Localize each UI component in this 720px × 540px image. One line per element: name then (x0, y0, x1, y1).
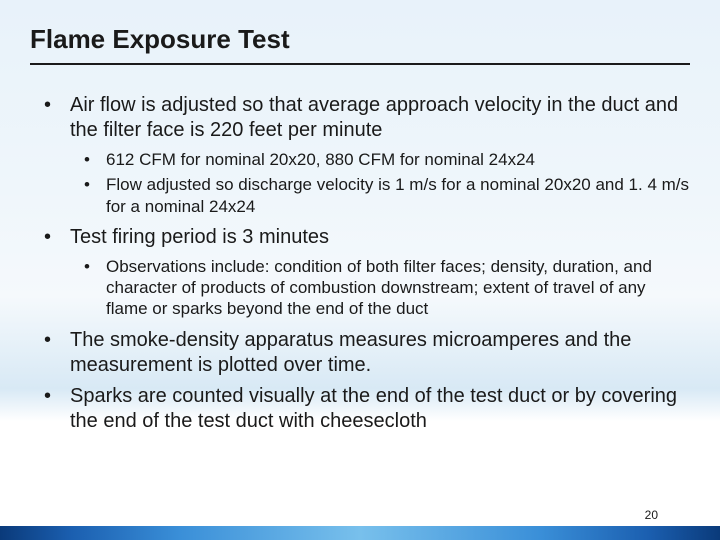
bullet-list-level2: 612 CFM for nominal 20x20, 880 CFM for n… (70, 149, 690, 217)
bullet-text: Air flow is adjusted so that average app… (70, 94, 678, 141)
footer-decoration-bar (0, 526, 720, 540)
bullet-item: The smoke-density apparatus measures mic… (30, 328, 690, 378)
title-underline (30, 63, 690, 65)
slide-title: Flame Exposure Test (30, 24, 690, 63)
bullet-item: Sparks are counted visually at the end o… (30, 384, 690, 434)
sub-bullet-item: Flow adjusted so discharge velocity is 1… (70, 174, 690, 217)
sub-bullet-item: 612 CFM for nominal 20x20, 880 CFM for n… (70, 149, 690, 170)
bullet-text: Sparks are counted visually at the end o… (70, 385, 677, 432)
sub-bullet-text: Observations include: condition of both … (106, 257, 652, 319)
bullet-list-level2: Observations include: condition of both … (70, 256, 690, 320)
page-number: 20 (645, 508, 658, 522)
bullet-list-level1: Air flow is adjusted so that average app… (30, 93, 690, 434)
bullet-item: Test firing period is 3 minutes Observat… (30, 225, 690, 320)
bullet-text: The smoke-density apparatus measures mic… (70, 329, 631, 376)
sub-bullet-item: Observations include: condition of both … (70, 256, 690, 320)
sub-bullet-text: 612 CFM for nominal 20x20, 880 CFM for n… (106, 150, 535, 169)
sub-bullet-text: Flow adjusted so discharge velocity is 1… (106, 175, 689, 215)
bullet-text: Test firing period is 3 minutes (70, 226, 329, 248)
bullet-item: Air flow is adjusted so that average app… (30, 93, 690, 217)
slide: Flame Exposure Test Air flow is adjusted… (0, 0, 720, 540)
